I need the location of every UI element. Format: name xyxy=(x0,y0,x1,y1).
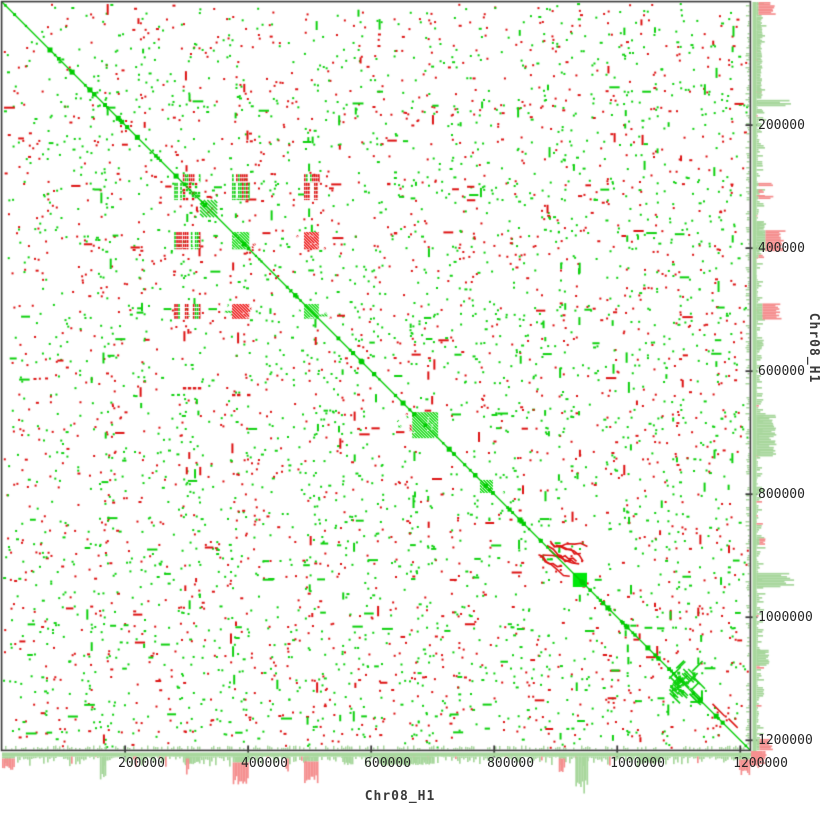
y-axis-title: Chr08_H1 xyxy=(806,312,821,384)
y-tick-label: 600000 xyxy=(758,364,805,380)
y-tick-label: 200000 xyxy=(758,118,805,134)
y-tick-label: 1000000 xyxy=(758,610,813,626)
y-tick-label: 1200000 xyxy=(758,733,813,749)
x-tick-label: 1200000 xyxy=(733,756,788,771)
x-tick-label: 200000 xyxy=(118,756,165,771)
x-tick-label: 400000 xyxy=(241,756,289,771)
x-axis-title: Chr08_H1 xyxy=(364,789,436,804)
x-tick-label: 1000000 xyxy=(610,756,665,771)
x-tick-label: 800000 xyxy=(487,756,535,771)
y-tick-label: 400000 xyxy=(758,241,805,257)
y-tick-label: 800000 xyxy=(758,487,805,503)
x-tick-label: 600000 xyxy=(364,756,412,771)
